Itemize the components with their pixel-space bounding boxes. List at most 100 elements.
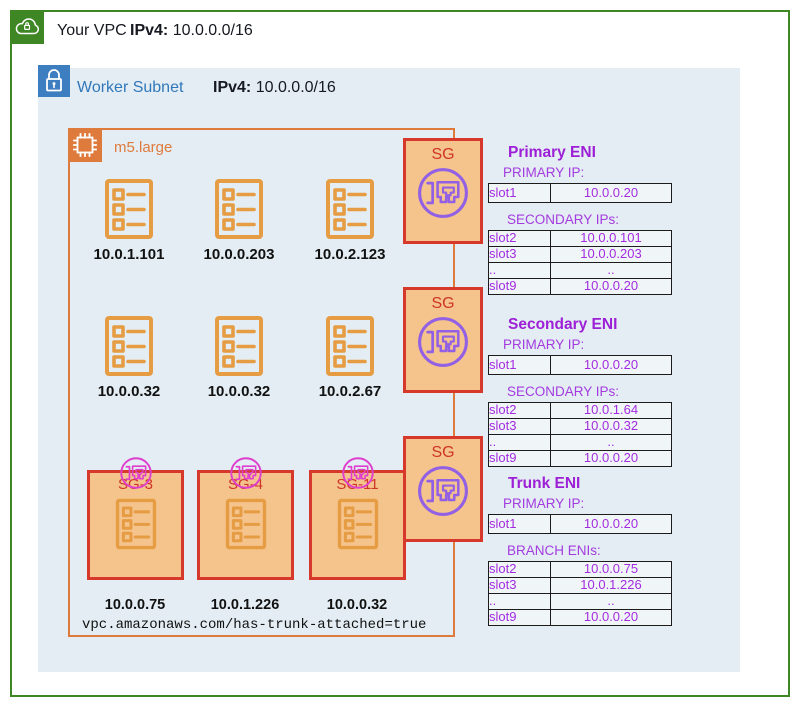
ip-cell: 10.0.0.20 [550,514,672,534]
eni-secondary-table: slot2 10.0.1.64 slot3 10.0.0.32 .. .. sl… [488,402,672,467]
branch-eni-icon [341,456,375,490]
eni-primary-ip-label: PRIMARY IP: [503,337,585,352]
eni-nic-icon [416,315,470,369]
vpc-ipv4: IPv4: 10.0.0.0/16 [130,22,253,40]
pod-list-icon [225,497,267,551]
table-row: slot9 10.0.0.20 [488,609,672,626]
ip-cell: .. [550,434,672,451]
ip-cell: .. [550,593,672,610]
eni-nic-icon [416,166,470,220]
eni-title: Trunk ENI [508,475,581,492]
eni-title: Secondary ENI [508,316,618,333]
eni-primary-table: slot1 10.0.0.20 [488,183,672,203]
pod-list-icon [214,178,264,240]
instance-chip-icon [68,128,102,162]
table-row: slot3 10.0.0.203 [488,246,672,263]
slot-cell: slot1 [488,183,551,203]
slot-cell: slot9 [488,450,551,467]
ip-cell: 10.0.0.20 [550,183,672,203]
eni-title: Primary ENI [508,144,596,161]
pod-ip: 10.0.2.123 [314,246,386,263]
slot-cell: .. [488,262,551,279]
slot-cell: .. [488,593,551,610]
slot-cell: slot1 [488,514,551,534]
worker-subnet-container: Worker Subnet IPv4: 10.0.0.0/16 m5.large… [38,65,740,672]
branch-pod-ip: 10.0.0.32 [326,597,388,613]
vpc-title: Your VPC [57,22,127,39]
table-row: slot2 10.0.0.101 [488,230,672,247]
slot-cell: slot2 [488,561,551,578]
branch-pod-sg4: SG-4 [197,470,294,580]
ip-cell: 10.0.0.20 [550,450,672,467]
slot-cell: slot3 [488,577,551,594]
pod-ip: 10.0.2.67 [318,383,382,400]
pod: 10.0.0.32 [74,315,184,400]
subnet-title: Worker Subnet [77,79,184,96]
table-row: slot3 10.0.1.226 [488,577,672,594]
table-row: slot2 10.0.1.64 [488,402,672,419]
eni-section-trunk: Trunk ENI PRIMARY IP: slot1 10.0.0.20 BR… [488,475,688,626]
ip-cell: 10.0.1.226 [550,577,672,594]
ip-cell: 10.0.1.64 [550,402,672,419]
eni-section-secondary: Secondary ENI PRIMARY IP: slot1 10.0.0.2… [488,316,688,467]
slot-cell: slot2 [488,402,551,419]
table-row: slot1 10.0.0.20 [488,514,672,534]
vpc-container: Your VPC IPv4: 10.0.0.0/16 Worker Subnet… [10,10,790,697]
table-row: slot9 10.0.0.20 [488,450,672,467]
branch-eni-icon [119,456,153,490]
eni-section-primary: Primary ENI PRIMARY IP: slot1 10.0.0.20 … [488,144,688,295]
vpc-ipv4-value: 10.0.0.0/16 [172,22,253,39]
sg-box-primary: SG [403,138,483,244]
pod-list-icon [337,497,379,551]
table-row: slot1 10.0.0.20 [488,355,672,375]
table-row: .. .. [488,593,672,610]
branch-pod-sg11: SG-11 [309,470,406,580]
eni-branch-table: slot2 10.0.0.75 slot3 10.0.1.226 .. .. s… [488,561,672,626]
ip-cell: .. [550,262,672,279]
pod: 10.0.1.101 [74,178,184,263]
table-row: .. .. [488,434,672,451]
pod: 10.0.0.32 [184,315,294,400]
eni-primary-table: slot1 10.0.0.20 [488,514,672,534]
eni-branch-label: BRANCH ENIs: [507,543,601,558]
slot-cell: slot2 [488,230,551,247]
branch-pod-ip: 10.0.0.75 [104,597,166,613]
subnet-ipv4: IPv4: 10.0.0.0/16 [213,79,336,97]
slot-cell: slot9 [488,609,551,626]
subnet-ipv4-label: IPv4: [213,79,252,96]
eni-secondary-table: slot2 10.0.0.101 slot3 10.0.0.203 .. .. … [488,230,672,295]
trunk-annotation: vpc.amazonaws.com/has-trunk-attached=tru… [82,617,427,633]
branch-sg-label: SG-4 [227,476,263,493]
ip-cell: 10.0.0.101 [550,230,672,247]
instance-type-label: m5.large [114,139,173,156]
pod-list-icon [104,178,154,240]
table-row: .. .. [488,262,672,279]
vpc-ipv4-label: IPv4: [130,22,169,39]
table-row: slot2 10.0.0.75 [488,561,672,578]
pod-list-icon [214,315,264,377]
pod-list-icon [115,497,157,551]
eni-primary-table: slot1 10.0.0.20 [488,355,672,375]
eni-nic-icon [416,464,470,518]
ip-cell: 10.0.0.20 [550,609,672,626]
subnet-lock-icon [38,65,70,97]
eni-primary-ip-label: PRIMARY IP: [503,496,585,511]
slot-cell: slot9 [488,278,551,295]
eni-secondary-label: SECONDARY IPs: [507,212,620,227]
pod-list-icon [104,315,154,377]
instance-container: m5.large 10.0.1.101 10.0.0.203 10.0.2.12… [68,128,455,637]
eni-primary-ip-label: PRIMARY IP: [503,165,585,180]
slot-cell: slot3 [488,246,551,263]
branch-eni-icon [229,456,263,490]
table-row: slot3 10.0.0.32 [488,418,672,435]
pod-ip: 10.0.0.32 [207,383,271,400]
pod-ip: 10.0.0.32 [97,383,161,400]
pod-list-icon [325,178,375,240]
sg-box-trunk: SG [403,436,483,542]
branch-pod-sg3: SG-3 [87,470,184,580]
ip-cell: 10.0.0.20 [550,278,672,295]
pod-ip: 10.0.1.101 [93,246,165,263]
pod: 10.0.2.123 [295,178,405,263]
table-row: slot9 10.0.0.20 [488,278,672,295]
pod: 10.0.0.203 [184,178,294,263]
